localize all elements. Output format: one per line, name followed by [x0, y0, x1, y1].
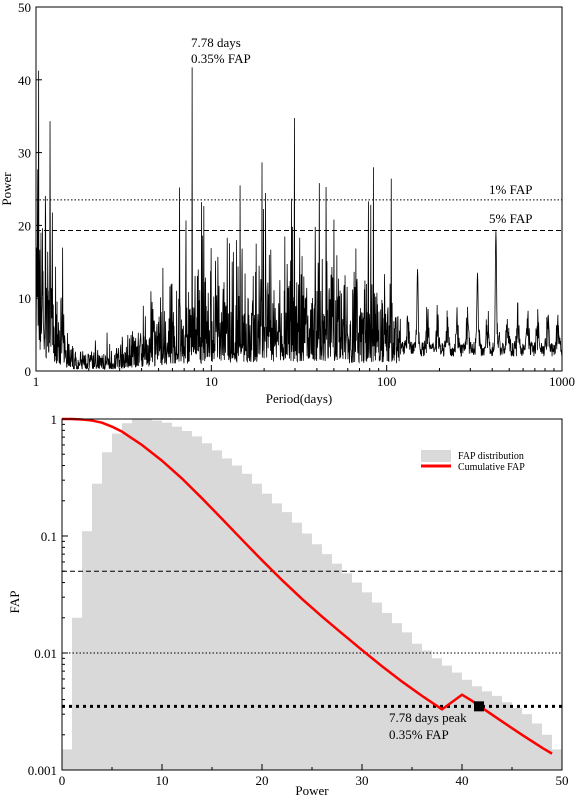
- histogram-bar: [422, 650, 432, 770]
- histogram-bar: [232, 465, 242, 770]
- histogram-bar: [202, 443, 212, 770]
- fap-histogram: [62, 419, 562, 770]
- histogram-bar: [62, 749, 72, 770]
- histogram-bar: [472, 686, 482, 770]
- fap-x-tick-label: 30: [356, 773, 369, 788]
- periodogram-axes-frame: [35, 6, 563, 372]
- histogram-bar: [282, 512, 292, 770]
- histogram-bar: [382, 612, 392, 770]
- legend-label-cumulative: Cumulative FAP: [458, 462, 525, 473]
- legend-swatch-histogram: [421, 450, 451, 462]
- histogram-bar: [192, 436, 202, 770]
- cumulative-fap-line: [62, 417, 553, 755]
- periodogram-reference-lines: [36, 199, 562, 231]
- histogram-bar: [242, 473, 252, 770]
- fap-panel: 0 10 20 30 40 50 0.001 0.01 0.1 1 Power FAP 7.78 …: [7, 412, 569, 798]
- histogram-bar: [352, 582, 362, 770]
- histogram-bar: [152, 420, 162, 770]
- histogram-bar: [372, 602, 382, 770]
- histogram-bar: [302, 533, 312, 770]
- histogram-bar: [132, 419, 142, 770]
- legend: FAP distribution Cumulative FAP: [421, 450, 525, 473]
- histogram-bar: [412, 643, 422, 770]
- histogram-bar: [322, 554, 332, 770]
- histogram-bar: [392, 623, 402, 770]
- marker-label-line-1: 7.78 days peak: [389, 710, 467, 725]
- histogram-bar: [212, 450, 222, 770]
- histogram-bar: [532, 723, 542, 770]
- periodogram-y-axis-label: Power: [0, 172, 14, 206]
- periodogram-x-tick-label: 100: [377, 374, 397, 389]
- histogram-bar: [452, 672, 462, 770]
- histogram-bar: [362, 592, 372, 770]
- periodogram-y-tick-label: 10: [18, 291, 31, 306]
- histogram-bar: [262, 493, 272, 770]
- histogram-bar: [142, 419, 152, 770]
- histogram-bar: [112, 433, 122, 770]
- histogram-bar: [252, 483, 262, 770]
- histogram-bar: [72, 617, 82, 770]
- fap-y-tick-label: 0.001: [28, 763, 57, 778]
- legend-label-histogram: FAP distribution: [458, 451, 524, 462]
- fap-x-tick-label: 20: [256, 773, 269, 788]
- periodogram-x-tick-label: 1000: [549, 374, 575, 389]
- fap-x-tick-label: 10: [156, 773, 169, 788]
- histogram-bar: [182, 430, 192, 770]
- periodogram-y-tick-label: 0: [25, 364, 32, 379]
- histogram-bar: [272, 503, 282, 770]
- histogram-bar: [102, 452, 112, 770]
- histogram-bar: [312, 544, 322, 770]
- histogram-bar: [502, 702, 512, 770]
- peak-label-line-2: 0.35% FAP: [191, 51, 251, 66]
- histogram-bar: [492, 695, 502, 770]
- marker-label-line-2: 0.35% FAP: [389, 727, 449, 742]
- fap-ticks: 0 10 20 30 40 50 0.001 0.01 0.1 1: [28, 412, 569, 788]
- histogram-bar: [82, 531, 92, 770]
- periodogram-y-tick-label: 40: [18, 73, 31, 88]
- fap-y-tick-label: 0.01: [34, 646, 57, 661]
- fap-x-tick-label: 50: [556, 773, 569, 788]
- periodogram-panel: 1 10 100 1000 0 10 20 30 40 50 Period(days) Power…: [0, 0, 575, 406]
- periodogram-x-tick-label: 10: [205, 374, 218, 389]
- histogram-bar: [122, 423, 132, 770]
- histogram-bar: [162, 422, 172, 770]
- periodogram-y-tick-label: 50: [18, 0, 31, 15]
- histogram-bar: [342, 573, 352, 770]
- periodogram-line: [35, 67, 563, 370]
- histogram-bar: [482, 691, 492, 770]
- fap-x-tick-label: 40: [456, 773, 469, 788]
- fap-peak-marker: [474, 701, 484, 712]
- periodogram-y-tick-label: 30: [18, 146, 31, 161]
- fap-x-tick-label: 0: [59, 773, 66, 788]
- periodogram-x-tick-label: 1: [33, 374, 40, 389]
- histogram-bar: [402, 632, 412, 770]
- periodogram-ticks: 1 10 100 1000 0 10 20 30 40 50: [18, 0, 575, 389]
- fap-1-label: 1% FAP: [489, 182, 532, 197]
- histogram-bar: [512, 707, 522, 770]
- fap-y-tick-label: 0.1: [41, 529, 57, 544]
- histogram-bar: [172, 426, 182, 770]
- fap-x-axis-label: Power: [295, 783, 329, 798]
- peak-label-line-1: 7.78 days: [191, 35, 241, 50]
- histogram-bar: [92, 483, 102, 770]
- periodogram-y-tick-label: 20: [18, 218, 31, 233]
- fap-y-tick-label: 1: [51, 412, 58, 427]
- histogram-bar: [462, 679, 472, 770]
- periodogram-x-axis-label: Period(days): [266, 391, 332, 406]
- histogram-bar: [432, 658, 442, 770]
- fap-reference-lines: [62, 570, 562, 708]
- histogram-bar: [332, 563, 342, 770]
- fap-y-axis-label: FAP: [7, 591, 22, 614]
- histogram-bar: [542, 734, 552, 770]
- histogram-bar: [442, 665, 452, 770]
- histogram-bar: [522, 714, 532, 770]
- histogram-bar: [552, 749, 562, 770]
- histogram-bar: [222, 458, 232, 770]
- histogram-bar: [292, 522, 302, 770]
- fap-5-label: 5% FAP: [489, 211, 532, 226]
